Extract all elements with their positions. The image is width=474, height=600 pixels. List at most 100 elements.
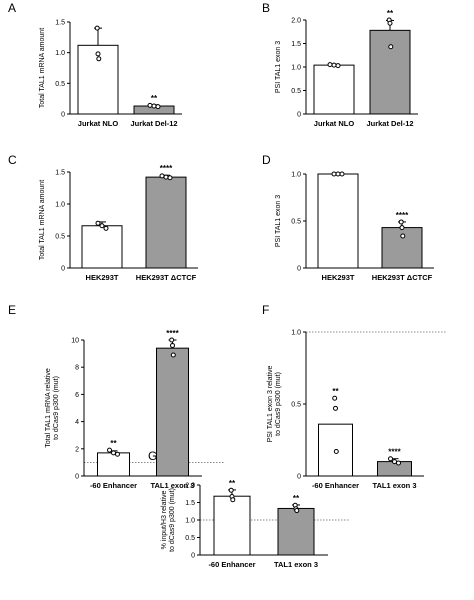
data-point (95, 51, 101, 57)
significance-label: ** (332, 387, 339, 396)
panel-letter: C (8, 153, 17, 167)
y-axis-label: to dCas9 p300 (mut) (275, 372, 282, 436)
panel-letter: D (262, 153, 271, 167)
y-tick-label: 1.0 (185, 518, 195, 525)
panel-F: F 0 0.5 1.0 PSI TAL1 exon 3 relative to dCas9… (262, 303, 446, 490)
significance-label: **** (166, 329, 179, 338)
significance-label: ** (151, 94, 158, 103)
panel-D: D 0 0.5 1.0 PSI TAL1 exon 3 HEK293T **** HEK293… (262, 153, 434, 282)
category-label: Jurkat Del-12 (366, 119, 413, 128)
category-label: TAL1 exon 3 (150, 481, 194, 490)
category-label: -60 Enhancer (208, 560, 255, 569)
y-tick-label: 1.0 (55, 50, 65, 57)
significance-label: **** (160, 164, 173, 173)
y-tick-label: 2.0 (185, 483, 195, 490)
data-point (115, 451, 120, 457)
data-point (388, 456, 393, 462)
y-tick-label: 6 (75, 392, 79, 399)
y-tick-label: 2 (75, 446, 79, 453)
data-point (107, 447, 112, 453)
data-point (103, 225, 109, 231)
data-point (388, 44, 394, 50)
y-tick-label: 0.5 (291, 402, 301, 409)
y-tick-label: 0 (297, 112, 301, 119)
data-point (96, 56, 102, 62)
category-label: HEK293T ΔCTCF (136, 273, 197, 282)
panel-G: G 0 0.5 1.0 1.5 2.0 % input/H3 relative to dCas… (148, 449, 350, 569)
y-tick-label: 0.5 (55, 234, 65, 241)
y-tick-label: 0.5 (291, 88, 301, 95)
category-label: TAL1 exon 3 (372, 481, 416, 490)
data-point (155, 104, 161, 110)
panel-letter: G (148, 449, 157, 463)
bar-2 (381, 227, 423, 269)
significance-label: ** (387, 9, 394, 18)
data-point (331, 62, 337, 68)
panel-E: E 0 2 4 6 8 10 Total TAL1 mRNA relative to dCas9… (8, 303, 224, 490)
y-tick-label: 8 (75, 365, 79, 372)
significance-label: ** (229, 479, 236, 488)
data-point (339, 171, 345, 177)
panel-letter: B (262, 1, 270, 15)
data-point (333, 449, 339, 455)
data-point (327, 62, 333, 68)
y-axis-label: Total TAL1 mRNA amount (39, 180, 46, 260)
data-point (159, 173, 165, 179)
data-point (170, 352, 176, 358)
bar-1 (317, 173, 359, 269)
y-tick-label: 0 (191, 553, 195, 560)
y-tick-label: 2.0 (291, 18, 301, 25)
data-point (170, 342, 175, 348)
panel-A: A 0 0.5 1.0 1.5 Total TAL1 mRNA amount Jurkat … (8, 1, 182, 128)
data-point (294, 508, 300, 514)
category-label: -60 Enhancer (312, 481, 359, 490)
y-tick-label: 0.5 (185, 535, 195, 542)
bar-2 (369, 29, 411, 115)
data-point (167, 175, 173, 181)
category-label: HEK293T (86, 273, 119, 282)
y-tick-label: 0 (75, 474, 79, 481)
bar-2 (156, 347, 189, 477)
data-point (163, 174, 169, 180)
data-point (228, 487, 234, 493)
data-point (335, 171, 341, 177)
y-tick-label: 0 (297, 474, 301, 481)
y-tick-label: 1.5 (55, 170, 65, 177)
category-label: Jurkat Del-12 (130, 119, 177, 128)
y-tick-label: 1.0 (291, 65, 301, 72)
data-point (387, 20, 393, 26)
y-tick-label: 0 (61, 112, 65, 119)
bar-2 (145, 176, 187, 269)
panel-letter: F (262, 303, 269, 317)
bar-1 (97, 452, 130, 477)
data-point (333, 405, 338, 411)
y-tick-label: 0 (297, 266, 301, 273)
y-tick-label: 1.0 (55, 202, 65, 209)
y-tick-label: 0.5 (291, 219, 301, 226)
y-axis-label: to dCas9 p300 (mut) (53, 376, 60, 440)
y-axis-label: PSI TAL1 exon 3 (275, 41, 282, 93)
y-tick-label: 1.5 (185, 500, 195, 507)
significance-label: **** (388, 448, 401, 457)
data-point (331, 171, 337, 177)
bar-2 (277, 507, 315, 556)
y-tick-label: 10 (71, 338, 79, 345)
y-tick-label: 1.5 (291, 41, 301, 48)
data-point (335, 63, 341, 69)
data-point (332, 395, 338, 401)
bar-1 (213, 495, 251, 556)
data-point (95, 220, 101, 226)
y-axis-label: Total TAL1 mRNA relative (45, 368, 52, 448)
y-tick-label: 0.5 (55, 81, 65, 88)
panel-letter: A (8, 1, 16, 15)
y-tick-label: 0 (61, 266, 65, 273)
category-label: TAL1 exon 3 (274, 560, 318, 569)
data-point (398, 219, 404, 225)
data-point (94, 25, 100, 31)
bar-1 (313, 64, 355, 115)
data-point (396, 460, 401, 466)
y-axis-label: Total TAL1 mRNA amount (39, 28, 46, 108)
y-axis-label: PSI TAL1 exon 3 (275, 195, 282, 247)
data-point (230, 497, 236, 503)
y-tick-label: 1.0 (291, 330, 301, 337)
